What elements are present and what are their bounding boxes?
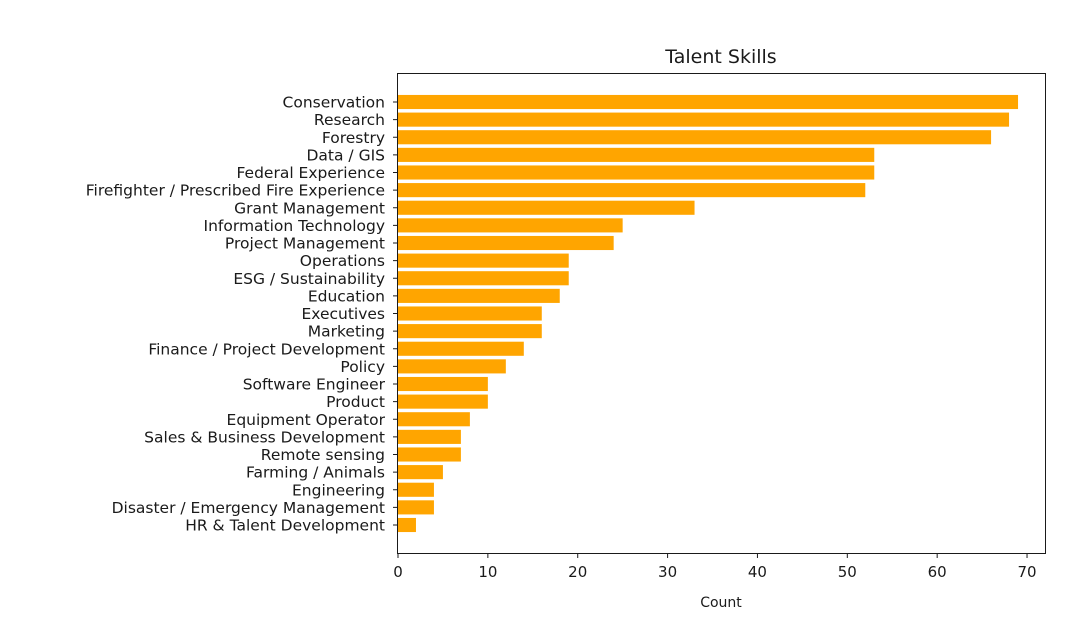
category-label-firefighter-prescribed-fire-experience: Firefighter / Prescribed Fire Experience xyxy=(86,182,385,200)
bar-forestry xyxy=(398,130,992,145)
bar-marketing xyxy=(398,324,542,339)
bar-project-management xyxy=(398,235,614,251)
category-label-operations: Operations xyxy=(300,252,385,270)
x-tick-label: 70 xyxy=(1017,563,1036,581)
bar-hr-talent-development xyxy=(398,517,416,533)
x-axis-label: Count xyxy=(700,595,742,611)
category-label-product: Product xyxy=(326,393,385,411)
bar-remote-sensing xyxy=(398,447,461,462)
category-label-conservation: Conservation xyxy=(283,94,385,112)
category-label-software-engineer: Software Engineer xyxy=(243,376,386,394)
category-label-hr-talent-development: HR & Talent Development xyxy=(185,517,385,535)
plot-frame xyxy=(397,73,1046,554)
bar-sales-business-development xyxy=(398,429,461,444)
category-label-policy: Policy xyxy=(340,358,385,376)
x-tick-label: 60 xyxy=(928,563,947,581)
category-label-education: Education xyxy=(308,287,385,305)
bar-conservation xyxy=(398,94,1019,110)
x-tick-label: 0 xyxy=(393,563,403,581)
bar-disaster-emergency-management xyxy=(398,500,434,515)
bar-information-technology xyxy=(398,218,623,233)
bar-policy xyxy=(398,359,506,374)
x-axis-ticks: 0 10 20 30 40 50 60 70 xyxy=(393,553,1037,581)
bar-equipment-operator xyxy=(398,412,470,427)
bar-engineering xyxy=(398,482,434,497)
bar-firefighter-prescribed-fire-experience xyxy=(398,183,866,198)
x-tick-label: 50 xyxy=(838,563,857,581)
bar-executives xyxy=(398,306,542,321)
category-label-marketing: Marketing xyxy=(308,323,385,341)
bar-product xyxy=(398,394,488,409)
category-label-sales-business-development: Sales & Business Development xyxy=(144,428,385,446)
category-label-forestry: Forestry xyxy=(322,129,385,147)
bar-grant-management xyxy=(398,200,695,215)
category-label-disaster-emergency-management: Disaster / Emergency Management xyxy=(112,499,385,517)
bar-finance-project-development xyxy=(398,341,524,356)
x-tick-label: 20 xyxy=(568,563,587,581)
category-label-equipment-operator: Equipment Operator xyxy=(227,411,386,429)
category-label-data-gis: Data / GIS xyxy=(306,146,385,164)
category-label-engineering: Engineering xyxy=(292,481,385,499)
bar-operations xyxy=(398,253,569,268)
category-label-executives: Executives xyxy=(301,305,385,323)
category-label-grant-management: Grant Management xyxy=(234,199,385,217)
bar-federal-experience xyxy=(398,165,875,180)
category-label-federal-experience: Federal Experience xyxy=(236,164,385,182)
bars-layer xyxy=(398,94,1019,533)
category-label-esg-sustainability: ESG / Sustainability xyxy=(233,270,385,288)
x-tick-label: 10 xyxy=(478,563,497,581)
bar-data-gis xyxy=(398,147,875,162)
category-label-project-management: Project Management xyxy=(225,235,385,253)
bar-research xyxy=(398,112,1010,127)
category-label-farming-animals: Farming / Animals xyxy=(246,464,385,482)
bar-education xyxy=(398,288,560,303)
bar-esg-sustainability xyxy=(398,271,569,286)
category-label-remote-sensing: Remote sensing xyxy=(261,446,385,464)
x-tick-label: 30 xyxy=(658,563,677,581)
chart-title: Talent Skills xyxy=(664,46,776,68)
category-label-information-technology: Information Technology xyxy=(204,217,385,235)
category-label-research: Research xyxy=(314,111,385,129)
bar-farming-animals xyxy=(398,465,443,480)
x-tick-label: 40 xyxy=(748,563,767,581)
category-label-finance-project-development: Finance / Project Development xyxy=(148,340,385,358)
bar-software-engineer xyxy=(398,376,488,392)
